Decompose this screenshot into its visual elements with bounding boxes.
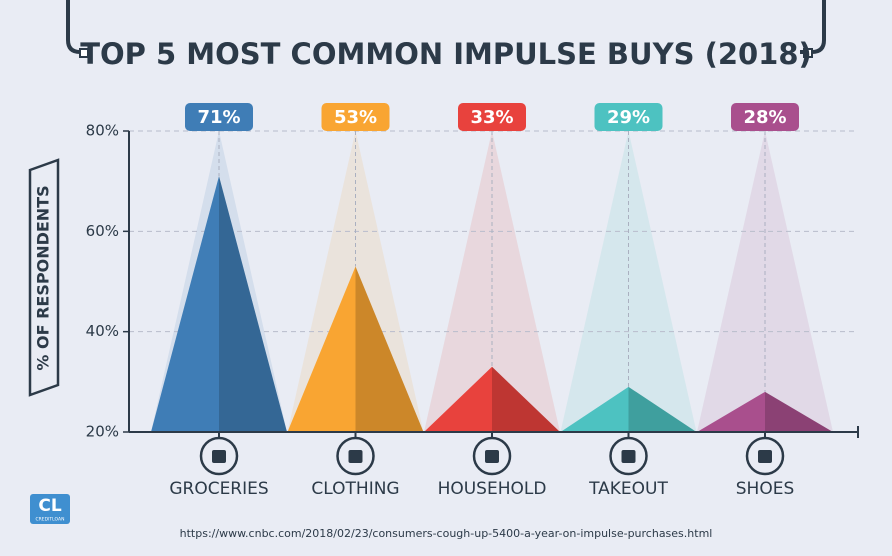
bar <box>151 176 287 432</box>
icon-glyph <box>212 450 226 463</box>
y-axis-label: % OF RESPONDENTS <box>34 185 53 370</box>
value-badge <box>185 103 253 131</box>
icon-glyph <box>348 450 363 463</box>
banner-knob <box>79 48 89 58</box>
logo-name: CREDITLOAN <box>36 517 65 523</box>
x-tick-label: TAKEOUT <box>588 479 668 499</box>
bar <box>697 391 833 432</box>
bar-right <box>492 366 560 432</box>
y-tick-label: 60% <box>86 222 119 240</box>
logo-box <box>30 494 70 524</box>
x-tick-label: CLOTHING <box>311 479 399 499</box>
bar <box>424 366 560 432</box>
value-label: 28% <box>743 107 786 128</box>
bar-right <box>765 391 833 432</box>
value-label: 53% <box>334 107 377 128</box>
icon-glyph <box>758 450 772 463</box>
chart-title: TOP 5 MOST COMMON IMPULSE BUYS (2018) <box>80 37 812 71</box>
value-badge <box>731 103 799 131</box>
value-badge <box>594 103 663 131</box>
bar-right <box>355 266 424 432</box>
source: https://www.cnbc.com/2018/02/23/consumer… <box>180 527 713 540</box>
y-tick-label: 80% <box>86 122 119 140</box>
category-icon <box>745 436 785 476</box>
category-icon <box>472 436 512 476</box>
value-label: 29% <box>607 107 650 128</box>
bar-left <box>424 366 492 432</box>
x-tick-label: SHOES <box>736 479 795 499</box>
banner-knob <box>803 48 813 58</box>
bar-right <box>219 176 287 432</box>
x-tick-label: HOUSEHOLD <box>438 479 547 499</box>
bar <box>287 266 424 432</box>
icon-glyph <box>485 450 499 463</box>
category-icon <box>199 436 239 476</box>
value-badge <box>458 103 526 131</box>
value-label: 33% <box>470 107 513 128</box>
category-icon <box>336 436 375 476</box>
y-label-frame <box>28 158 60 397</box>
bar-left <box>697 391 765 432</box>
bar-left <box>560 386 629 432</box>
bar-left <box>151 176 219 432</box>
bar-left <box>287 266 356 432</box>
bar-right <box>628 386 697 432</box>
bar <box>560 386 697 432</box>
category-icon <box>609 436 648 476</box>
x-tick-label: GROCERIES <box>169 479 268 499</box>
value-badge <box>321 103 390 131</box>
value-label: 71% <box>197 107 240 128</box>
y-tick-label: 20% <box>86 423 119 441</box>
icon-glyph <box>621 450 636 463</box>
y-tick-label: 40% <box>86 322 119 340</box>
logo-mark: CL <box>38 496 61 516</box>
